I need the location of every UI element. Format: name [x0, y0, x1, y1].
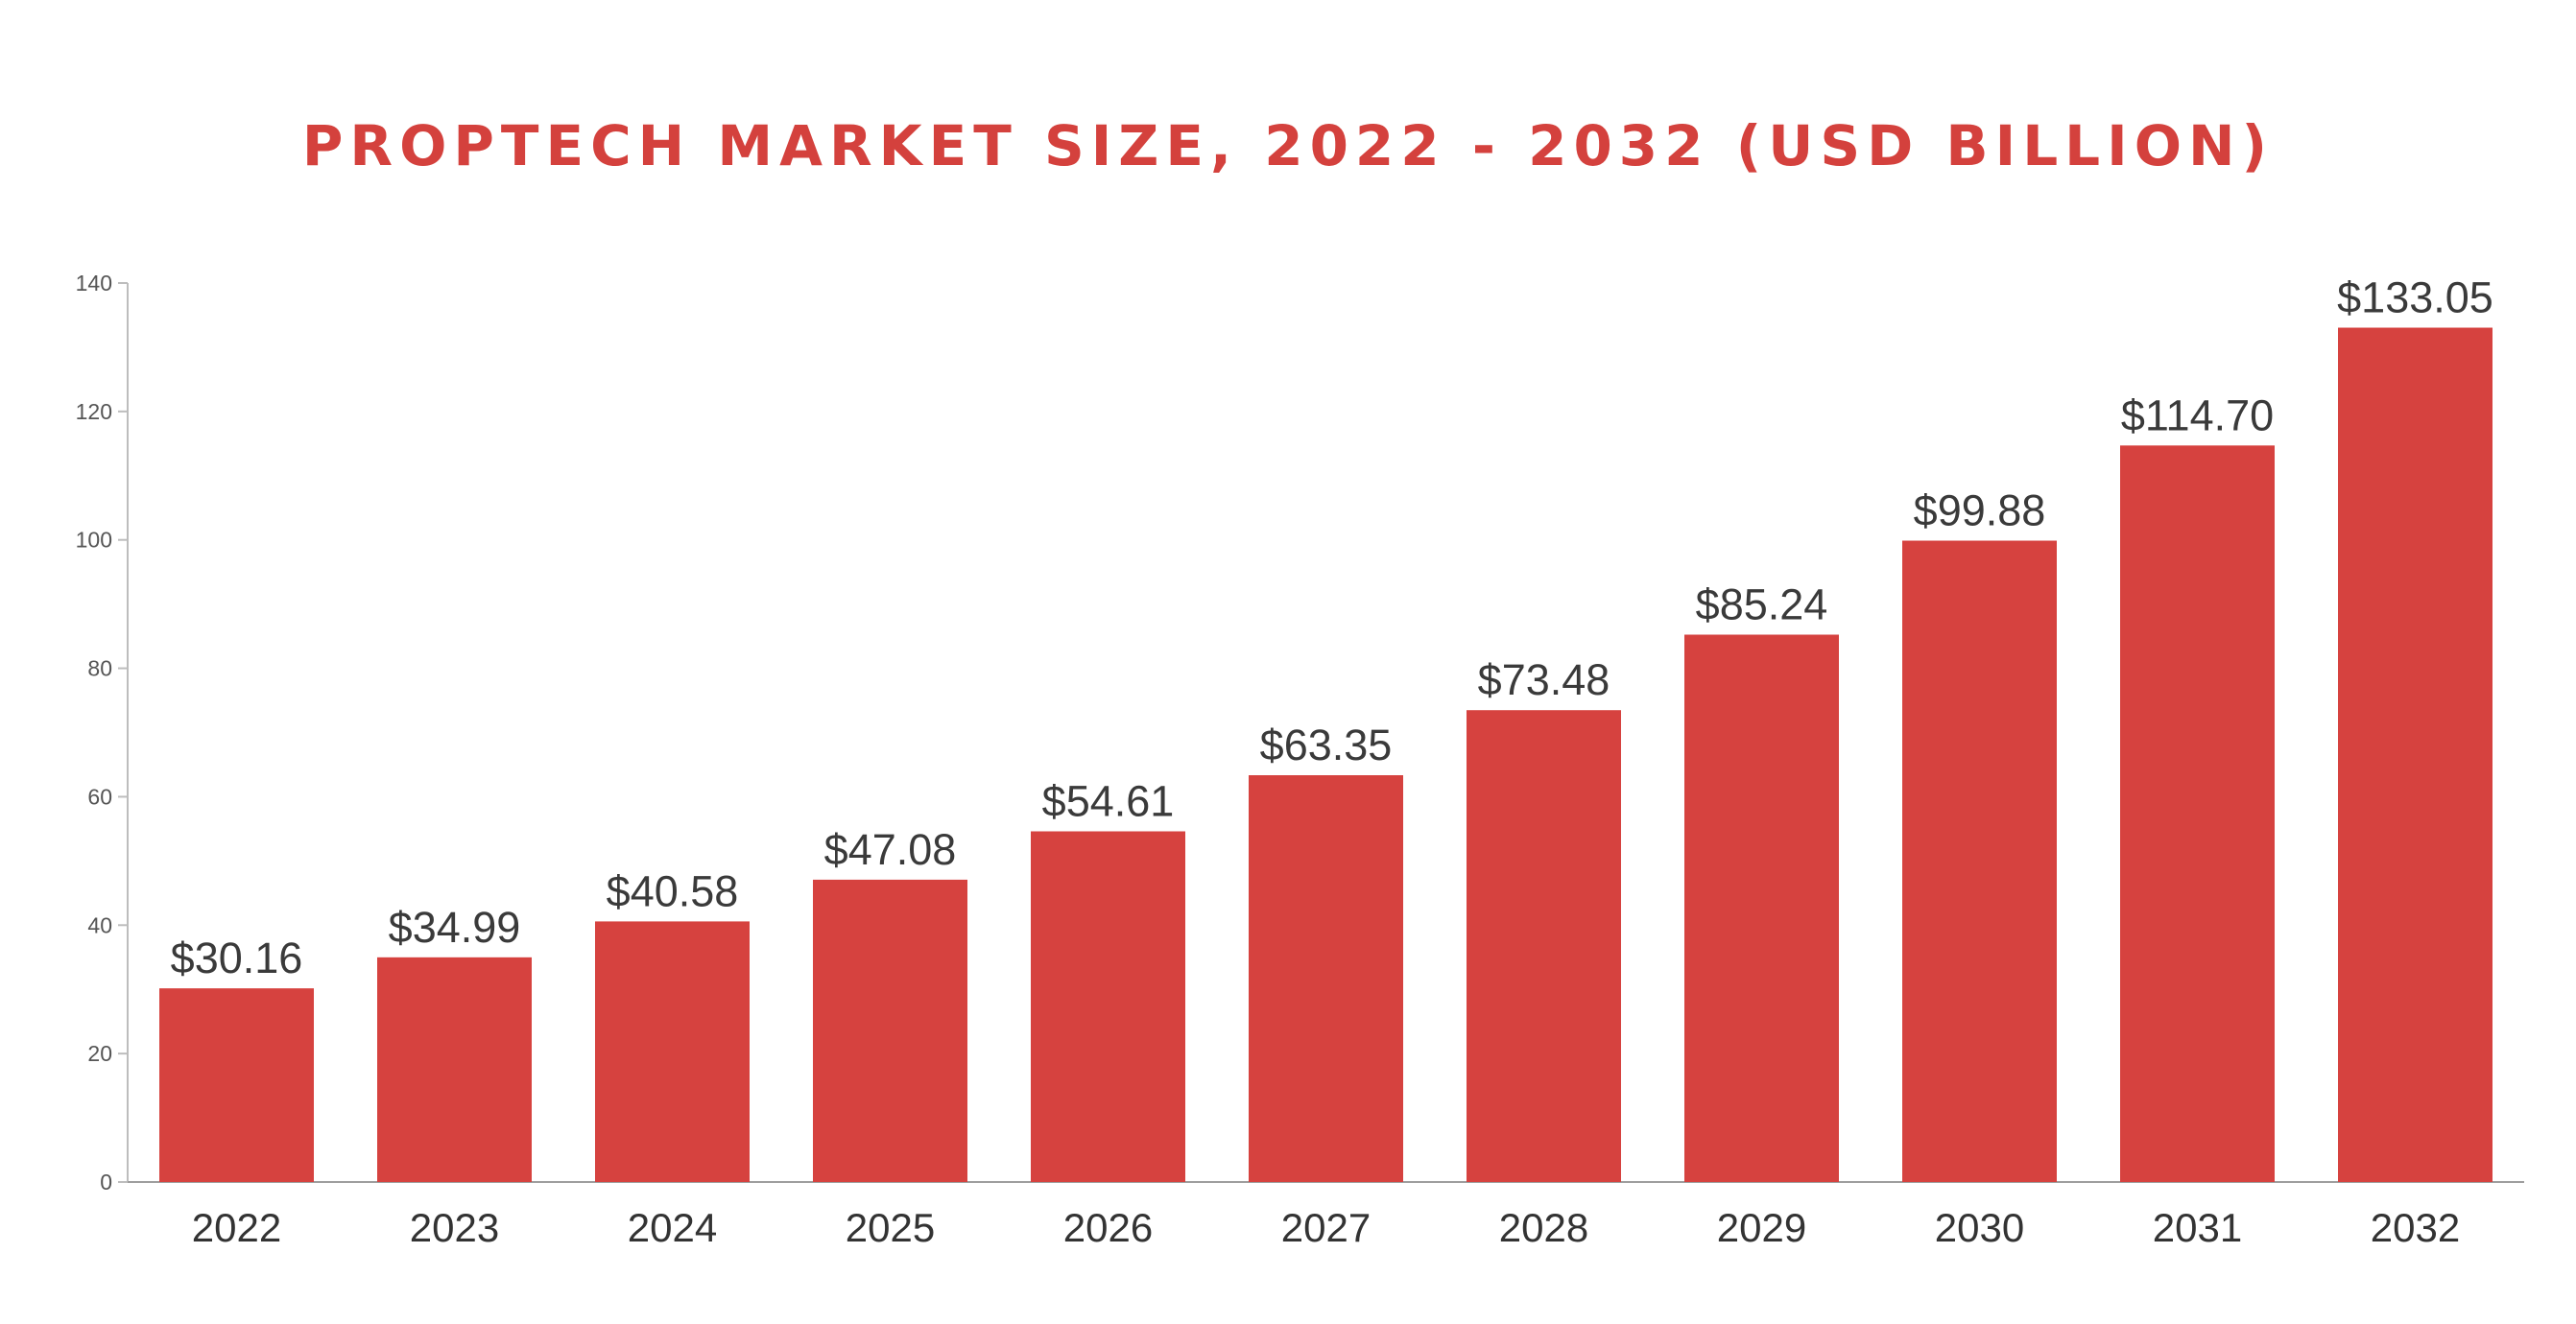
x-tick-label-2025: 2025: [846, 1205, 935, 1250]
y-tick-label: 140: [76, 271, 112, 296]
bar-2032: [2338, 327, 2493, 1182]
y-tick-label: 0: [100, 1170, 112, 1194]
x-tick-label-2030: 2030: [1935, 1205, 2024, 1250]
bar-2029: [1684, 634, 1839, 1182]
y-tick-label: 40: [87, 912, 112, 937]
x-tick-label-2022: 2022: [192, 1205, 281, 1250]
data-label-2027: $63.35: [1260, 721, 1393, 769]
chart-title: PROPTECH MARKET SIZE, 2022 - 2032 (USD B…: [301, 113, 2275, 178]
bar-2025: [813, 879, 967, 1182]
bar-2023: [377, 957, 532, 1182]
data-label-2030: $99.88: [1914, 486, 2046, 535]
x-tick-label-2023: 2023: [410, 1205, 499, 1250]
bar-2026: [1031, 831, 1185, 1182]
bar-2028: [1467, 710, 1621, 1182]
data-label-2023: $34.99: [389, 903, 521, 952]
data-label-2031: $114.70: [2121, 390, 2274, 439]
x-tick-label-2028: 2028: [1499, 1205, 1588, 1250]
y-tick-label: 100: [76, 528, 112, 553]
x-tick-label-2029: 2029: [1717, 1205, 1806, 1250]
data-label-2025: $47.08: [824, 825, 957, 874]
y-tick-label: 80: [87, 656, 112, 681]
x-tick-label-2032: 2032: [2371, 1205, 2460, 1250]
x-tick-label-2027: 2027: [1281, 1205, 1371, 1250]
data-label-2028: $73.48: [1478, 655, 1610, 704]
bar-2031: [2120, 445, 2275, 1182]
x-tick-label-2026: 2026: [1063, 1205, 1153, 1250]
x-tick-label-2031: 2031: [2153, 1205, 2242, 1250]
data-label-2029: $85.24: [1696, 580, 1828, 629]
y-tick-label: 20: [87, 1041, 112, 1066]
x-tick-label-2024: 2024: [628, 1205, 717, 1250]
bar-2030: [1902, 540, 2057, 1182]
bar-2027: [1249, 775, 1403, 1182]
y-tick-label: 60: [87, 784, 112, 809]
data-label-2024: $40.58: [607, 866, 739, 915]
bar-2022: [159, 988, 314, 1182]
data-label-2032: $133.05: [2337, 273, 2493, 322]
data-label-2026: $54.61: [1042, 777, 1175, 826]
data-label-2022: $30.16: [171, 934, 303, 982]
y-tick-label: 120: [76, 399, 112, 424]
bar-2024: [595, 921, 750, 1182]
